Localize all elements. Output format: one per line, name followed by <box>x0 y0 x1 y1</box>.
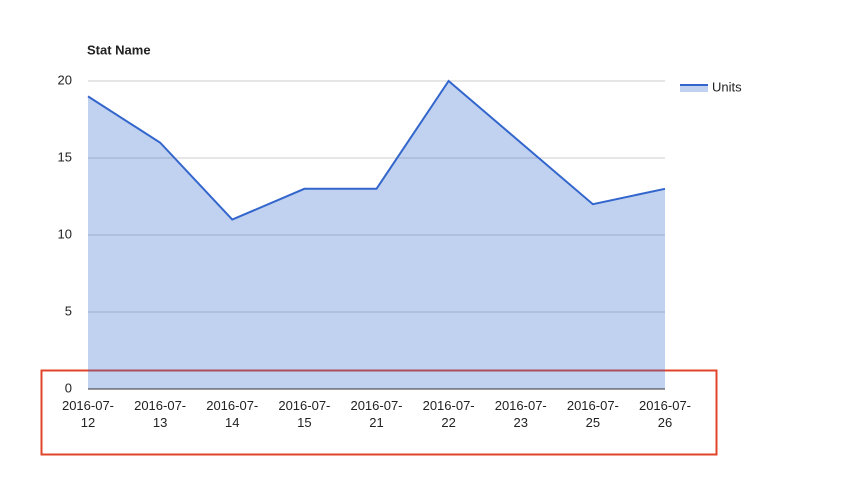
x-tick-label: 2016-07-15 <box>278 398 330 430</box>
y-tick-label: 20 <box>58 72 72 87</box>
x-tick-label: 2016-07-13 <box>134 398 186 430</box>
y-tick-label: 10 <box>58 226 72 241</box>
line <box>87 79 666 221</box>
x-tick-label: 2016-07-26 <box>639 398 691 430</box>
legend-swatch <box>680 85 708 92</box>
x-tick-label: 2016-07-12 <box>62 398 114 430</box>
area <box>88 81 665 389</box>
legend-label: Units <box>712 79 742 94</box>
highlight-box <box>40 369 718 456</box>
x-tick-label: 2016-07-23 <box>495 398 547 430</box>
x-tick-label: 2016-07-21 <box>350 398 402 430</box>
y-tick-label: 15 <box>58 149 72 164</box>
chart-title: Stat Name <box>87 42 151 57</box>
y-tick-label: 0 <box>65 380 72 395</box>
x-tick-label: 2016-07-14 <box>206 398 258 430</box>
x-tick-label: 2016-07-22 <box>423 398 475 430</box>
x-tick-label: 2016-07-25 <box>567 398 619 430</box>
y-tick-label: 5 <box>65 303 72 318</box>
